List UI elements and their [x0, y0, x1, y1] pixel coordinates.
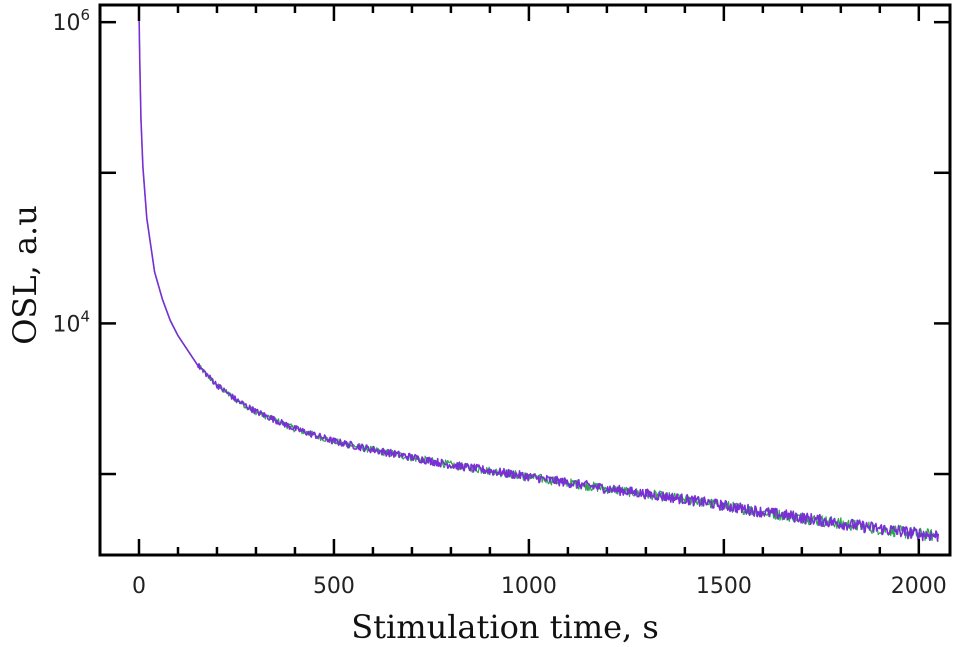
- plot-area: [138, 10, 940, 543]
- x-tick-labels: 0 500 1000 1500 2000: [132, 574, 947, 599]
- x-tick-label: 1000: [501, 574, 557, 599]
- series-line-1: [138, 11, 939, 543]
- x-tick-label: 2000: [891, 574, 947, 599]
- y-tick-label: 104: [52, 307, 90, 337]
- y-axis-label: OSL, a.u: [6, 205, 44, 345]
- y-tick-labels: 104 106: [52, 6, 90, 337]
- x-axis-label: Stimulation time, s: [351, 608, 659, 646]
- x-tick-label: 0: [132, 574, 146, 599]
- series-line-0: [138, 10, 940, 542]
- x-tick-label: 500: [313, 574, 355, 599]
- plot-frame: [98, 3, 952, 557]
- y-tick-label: 106: [52, 6, 90, 36]
- x-tick-label: 1500: [696, 574, 752, 599]
